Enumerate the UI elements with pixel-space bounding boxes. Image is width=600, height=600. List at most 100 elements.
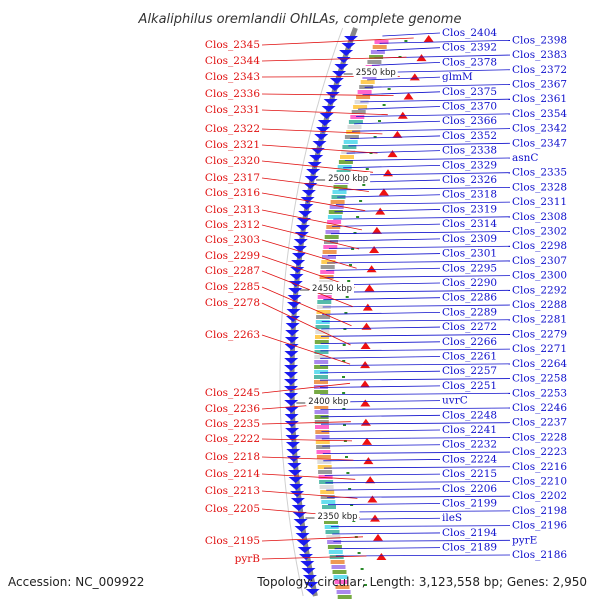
gene-label-clos-2241: Clos_2241	[442, 424, 497, 436]
leader-line-clos-2222	[261, 438, 353, 442]
cog-color-block	[314, 365, 329, 369]
leader-line-clos-2214	[261, 473, 356, 480]
cog-color-block	[318, 475, 333, 479]
gene-label-clos-2320: Clos_2320	[205, 155, 260, 167]
feature-tick	[387, 88, 391, 90]
leader-line-clos-2292	[323, 289, 511, 293]
cog-color-block	[329, 205, 344, 209]
leader-line-clos-2279	[320, 334, 511, 337]
gene-label-clos-2286: Clos_2286	[442, 292, 497, 304]
forward-gene-arrow	[284, 351, 299, 357]
feature-tick	[349, 264, 352, 266]
leader-line-clos-2264	[320, 363, 511, 366]
cog-color-block	[314, 360, 329, 364]
leader-line-clos-2313	[261, 209, 362, 231]
reverse-gene-arrow	[364, 284, 375, 292]
forward-gene-arrow	[284, 400, 299, 406]
cog-color-block	[327, 545, 342, 549]
cog-color-block	[321, 500, 336, 504]
leader-line-clos-2224	[323, 459, 441, 462]
cog-color-block	[332, 570, 347, 574]
scale-label-2400-kbp: 2400 kbp	[308, 397, 348, 407]
cog-color-block	[320, 270, 335, 274]
cog-color-block	[342, 145, 357, 149]
gene-label-clos-2232: Clos_2232	[442, 439, 497, 451]
leader-line-clos-2223	[322, 451, 511, 454]
forward-gene-arrow	[317, 120, 332, 126]
map-title: Alkaliphilus oremlandii OhILAs, complete…	[138, 12, 462, 27]
forward-gene-arrow	[304, 582, 319, 588]
gene-label-clos-2404: Clos_2404	[442, 27, 497, 39]
forward-gene-arrow	[304, 176, 319, 182]
leader-line-clos-2308	[333, 216, 511, 220]
forward-gene-arrow	[287, 302, 301, 308]
forward-gene-arrow	[323, 99, 338, 105]
forward-gene-arrow	[284, 365, 299, 371]
forward-gene-arrow	[341, 43, 356, 49]
gene-label-clos-2347: Clos_2347	[512, 137, 567, 149]
gene-label-clos-2313: Clos_2313	[205, 204, 260, 216]
leader-line-clos-2271	[320, 348, 511, 352]
leader-line-clos-2352	[350, 135, 441, 139]
cog-color-block	[315, 335, 329, 339]
gene-label-clos-2195: Clos_2195	[205, 535, 260, 547]
leader-line-clos-2218	[261, 456, 354, 461]
inner-guide-ring	[279, 27, 344, 597]
gene-label-clos-2278: Clos_2278	[205, 297, 260, 309]
leader-line-group	[261, 32, 511, 560]
gene-label-clos-2189: Clos_2189	[442, 542, 497, 554]
forward-gene-arrow	[312, 141, 327, 147]
cog-color-block	[340, 155, 354, 159]
leader-line-clos-2202	[327, 495, 511, 498]
gene-label-clos-2210: Clos_2210	[512, 475, 567, 487]
forward-gene-arrow	[321, 106, 336, 112]
scale-label-2350-kbp: 2350 kbp	[318, 512, 358, 522]
forward-gene-arrow	[284, 386, 298, 392]
gene-label-clos-2205: Clos_2205	[205, 503, 260, 515]
cog-color-block	[315, 435, 330, 439]
leader-line-clos-2285	[261, 286, 352, 327]
gene-label-clos-2367: Clos_2367	[512, 78, 567, 90]
gene-label-clos-2248: Clos_2248	[442, 409, 497, 421]
leader-line-pyrb	[261, 555, 367, 560]
reverse-gene-arrow	[376, 553, 387, 560]
gene-label-clos-2198: Clos_2198	[512, 505, 567, 517]
gene-label-clos-2322: Clos_2322	[205, 123, 260, 135]
gene-label-clos-2261: Clos_2261	[442, 350, 497, 362]
reverse-gene-arrow	[403, 92, 414, 100]
reverse-gene-arrow	[360, 418, 371, 426]
cog-color-block	[327, 215, 342, 219]
gene-label-clos-2223: Clos_2223	[512, 446, 567, 458]
gene-label-clos-2196: Clos_2196	[512, 520, 567, 532]
leader-line-clos-2235	[261, 421, 351, 425]
leader-line-clos-2246	[320, 407, 511, 410]
cog-color-block	[314, 375, 328, 379]
leader-line-clos-2319	[334, 209, 441, 213]
forward-gene-arrow	[291, 505, 306, 511]
reverse-gene-arrow	[416, 54, 427, 62]
reverse-gene-arrow	[367, 495, 378, 503]
leader-line-clos-2302	[330, 231, 511, 235]
forward-gene-arrow	[286, 309, 301, 315]
leader-line-clos-2245	[261, 382, 351, 394]
gene-label-clos-2292: Clos_2292	[512, 284, 567, 296]
gene-label-clos-2316: Clos_2316	[205, 187, 260, 199]
gene-label-clos-2215: Clos_2215	[442, 468, 497, 480]
gene-label-clos-2194: Clos_2194	[442, 527, 497, 539]
cog-color-block	[316, 445, 331, 449]
gene-label-clos-2218: Clos_2218	[205, 451, 260, 463]
gene-label-clos-2266: Clos_2266	[442, 336, 497, 348]
cog-color-block	[316, 450, 331, 454]
cog-color-block	[315, 425, 329, 429]
leader-line-clos-2278	[261, 302, 351, 346]
cog-color-block	[370, 50, 385, 54]
leader-line-clos-2378	[371, 62, 441, 66]
gene-label-clos-2214: Clos_2214	[205, 468, 260, 480]
leader-line-pyre	[333, 539, 511, 542]
cog-color-block	[337, 595, 352, 599]
gene-label-clos-2213: Clos_2213	[205, 485, 260, 497]
cog-color-block	[356, 95, 371, 99]
forward-gene-arrow	[284, 421, 299, 427]
reverse-gene-arrow	[362, 303, 373, 311]
gene-label-clos-2354: Clos_2354	[512, 108, 567, 120]
